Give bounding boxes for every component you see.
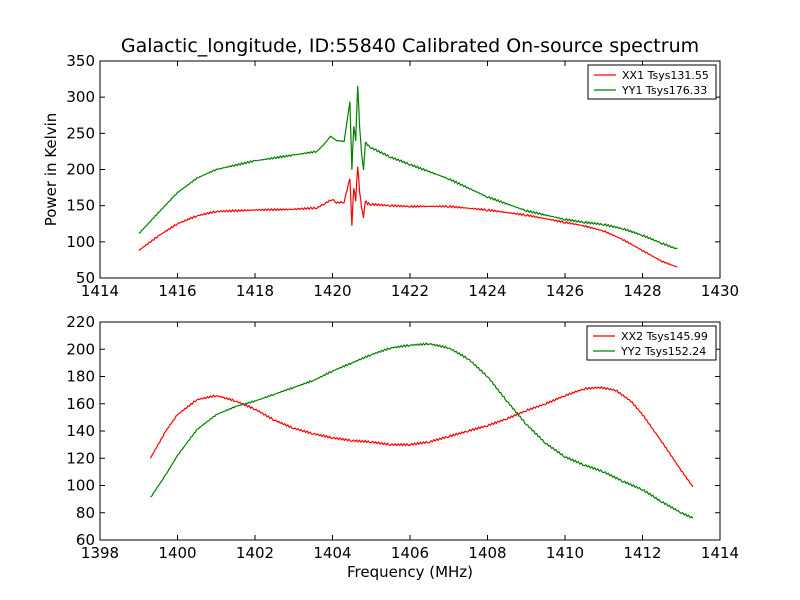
series-line-xx2 <box>149 385 694 488</box>
series-line-xx1 <box>138 166 678 268</box>
legend: XX1 Tsys131.55 YY1 Tsys176.33 <box>587 64 717 100</box>
y-tick-label: 60 <box>76 531 95 549</box>
x-tick-label: 1408 <box>468 544 506 562</box>
x-axis-title: Frequency (MHz) <box>347 563 473 581</box>
y-tick-label: 200 <box>66 340 95 358</box>
x-tick-label: 1426 <box>546 282 584 300</box>
y-tick-label: 220 <box>66 313 95 331</box>
legend-label: YY2 Tsys152.24 <box>620 345 706 358</box>
series-line-yy2 <box>150 342 694 519</box>
y-tick-label: 120 <box>66 449 95 467</box>
legend-label: YY1 Tsys176.33 <box>621 84 707 97</box>
y-tick-label: 180 <box>66 368 95 386</box>
x-tick-label: 1402 <box>236 544 274 562</box>
x-tick-label: 1422 <box>391 282 429 300</box>
y-tick-label: 80 <box>76 504 95 522</box>
y-tick-label: 200 <box>66 161 95 179</box>
y-tick-label: 350 <box>66 52 95 70</box>
y-axis-title: Power in Kelvin <box>42 113 60 227</box>
x-tick-label: 1412 <box>623 544 661 562</box>
y-tick-label: 160 <box>66 395 95 413</box>
y-tick-label: 300 <box>66 88 95 106</box>
figure-title: Galactic_longitude, ID:55840 Calibrated … <box>121 35 699 57</box>
chart-panel-bottom: 1398 1400 1402 1404 1406 1408 1410 1412 1414 60 80… <box>66 313 739 581</box>
x-tick-label: 1404 <box>313 544 351 562</box>
legend: XX2 Tsys145.99 YY2 Tsys152.24 <box>586 325 717 361</box>
x-tick-label: 1418 <box>236 282 274 300</box>
y-tick-label: 100 <box>66 477 95 495</box>
chart-panel-top: 1414 1416 1418 1420 1422 1424 1426 1428 1430 50 10… <box>42 52 739 300</box>
x-tick-label: 1428 <box>623 282 661 300</box>
y-tick-label: 250 <box>66 124 95 142</box>
x-tick-label: 1414 <box>701 544 739 562</box>
x-tick-label: 1398 <box>81 544 119 562</box>
y-tick-label: 150 <box>66 197 95 215</box>
x-tick-label: 1414 <box>81 282 119 300</box>
x-tick-label: 1430 <box>701 282 739 300</box>
x-tick-label: 1424 <box>468 282 506 300</box>
legend-label: XX1 Tsys131.55 <box>622 69 709 82</box>
legend-box <box>587 64 717 100</box>
x-tick-label: 1410 <box>546 544 584 562</box>
x-tick-label: 1416 <box>158 282 196 300</box>
legend-box <box>586 325 717 361</box>
y-tick-label: 50 <box>76 269 95 287</box>
legend-label: XX2 Tsys145.99 <box>621 330 708 343</box>
x-tick-label: 1406 <box>391 544 429 562</box>
y-tick-label: 140 <box>66 422 95 440</box>
series-line-yy1 <box>138 85 678 250</box>
x-tick-label: 1400 <box>158 544 196 562</box>
x-tick-label: 1420 <box>313 282 351 300</box>
y-tick-label: 100 <box>66 233 95 251</box>
